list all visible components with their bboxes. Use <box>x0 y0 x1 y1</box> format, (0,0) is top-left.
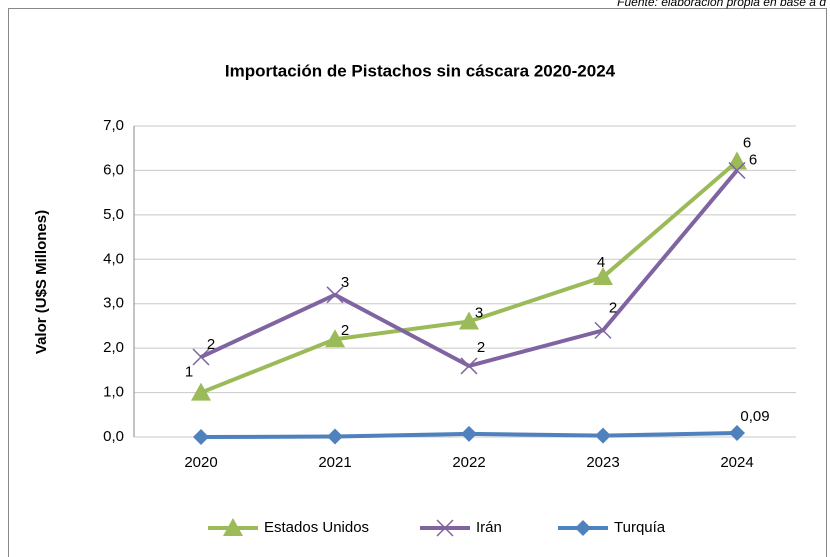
y-tick-label: 5,0 <box>103 206 124 223</box>
marker <box>729 425 745 442</box>
marker <box>192 348 210 366</box>
y-tick-label: 7,0 <box>103 117 124 134</box>
data-label: 3 <box>475 304 483 321</box>
marker <box>460 357 478 375</box>
marker <box>461 425 477 442</box>
x-tick-label: 2020 <box>184 454 217 471</box>
marker <box>326 286 344 304</box>
marker <box>575 520 591 536</box>
marker <box>436 519 454 537</box>
x-tick-label: 2023 <box>586 454 619 471</box>
data-label: 2 <box>341 322 349 339</box>
data-label: 4 <box>597 254 605 271</box>
data-label: 2 <box>207 336 215 353</box>
marker <box>193 429 209 445</box>
legend-label: Estados Unidos <box>264 519 369 536</box>
y-tick-label: 1,0 <box>103 384 124 401</box>
marker <box>327 428 343 445</box>
x-tick-label: 2024 <box>720 454 753 471</box>
marker <box>191 382 211 401</box>
chart-title: Importación de Pistachos sin cáscara 202… <box>225 61 616 80</box>
marker <box>594 321 612 339</box>
marker <box>595 427 611 444</box>
x-tick-label: 2021 <box>318 454 351 471</box>
legend-label: Turquía <box>614 519 666 536</box>
chart-border <box>8 8 827 557</box>
data-label: 1 <box>185 364 193 381</box>
marker <box>593 267 613 286</box>
source: Fuente: elaboración propia en base a d <box>617 0 826 9</box>
data-label: 6 <box>749 151 757 168</box>
data-label: 3 <box>341 274 349 291</box>
data-label: 2 <box>609 299 617 316</box>
x-tick-label: 2022 <box>452 454 485 471</box>
data-label: 6 <box>743 135 751 152</box>
y-tick-label: 6,0 <box>103 161 124 178</box>
y-tick-label: 4,0 <box>103 250 124 267</box>
marker <box>325 329 345 348</box>
marker <box>728 161 746 179</box>
legend-label: Irán <box>476 519 502 536</box>
marker <box>223 518 243 536</box>
data-label: 0,09 <box>740 408 769 425</box>
marker <box>459 311 479 330</box>
y-axis-label: Valor (U$S Millones) <box>33 210 50 354</box>
y-tick-label: 2,0 <box>103 339 124 356</box>
y-tick-label: 3,0 <box>103 295 124 312</box>
data-label: 2 <box>477 339 485 356</box>
y-tick-label: 0,0 <box>103 428 124 445</box>
